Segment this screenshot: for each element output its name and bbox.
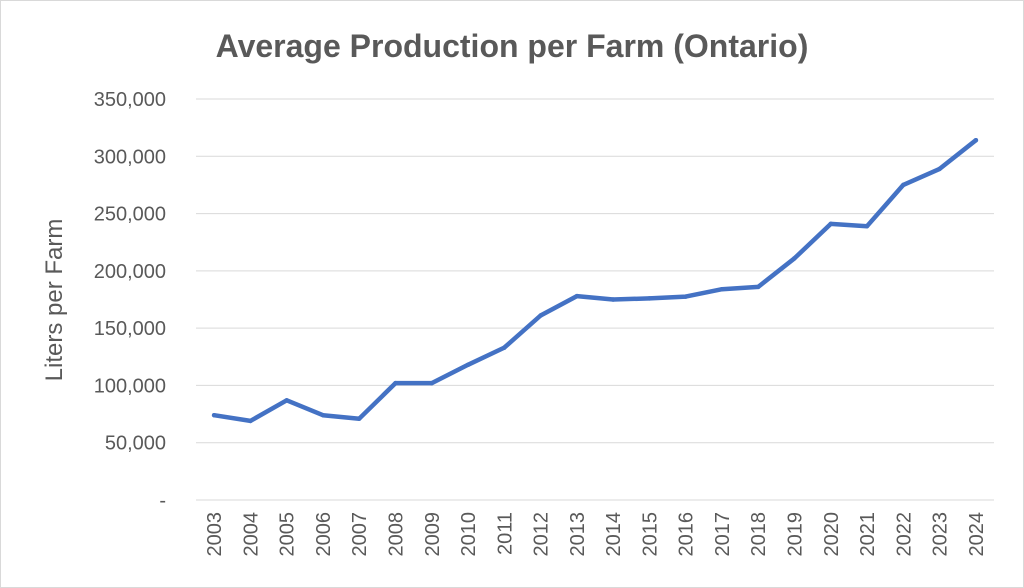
data-point: [755, 284, 761, 290]
y-tick-labels: - 50,000 100,000 150,000 200,000 250,000 300,0…: [94, 89, 166, 512]
x-tick-label: 2021: [857, 512, 879, 557]
y-tick-label: 100,000: [94, 375, 166, 397]
x-tick-label: 2012: [531, 512, 553, 557]
data-point: [429, 380, 435, 386]
y-tick-label: 350,000: [94, 89, 166, 111]
data-point: [356, 416, 362, 421]
x-tick-label: 2011: [494, 512, 516, 555]
data-point: [393, 380, 398, 386]
x-tick-label: 2010: [458, 512, 480, 557]
y-tick-label: 50,000: [105, 433, 166, 455]
y-tick-label: 300,000: [94, 146, 166, 168]
data-point: [284, 398, 289, 403]
data-point: [792, 256, 797, 261]
x-tick-label: 2003: [204, 512, 226, 557]
x-tick-label: 2018: [748, 512, 770, 557]
data-point: [937, 166, 942, 172]
x-tick-label: 2005: [277, 512, 299, 557]
x-tick-label: 2023: [930, 512, 952, 557]
x-tick-label: 2008: [386, 512, 408, 557]
data-point: [647, 296, 652, 301]
gridlines: [196, 98, 994, 501]
y-tick-label: 250,000: [94, 204, 166, 226]
x-tick-label: 2006: [313, 512, 335, 557]
x-tick-label: 2016: [676, 512, 698, 557]
data-point: [248, 418, 253, 424]
y-tick-label: 200,000: [94, 261, 166, 283]
data-point: [211, 412, 217, 418]
data-point: [465, 362, 471, 368]
x-tick-label: 2022: [893, 512, 915, 557]
x-tick-label: 2020: [821, 512, 843, 557]
data-point: [719, 286, 725, 292]
x-tick-label: 2017: [712, 512, 734, 557]
data-point: [574, 293, 580, 299]
x-tick-label: 2014: [603, 512, 625, 557]
data-point: [828, 221, 834, 227]
data-point: [864, 223, 870, 229]
chart-title: Average Production per Farm (Ontario): [216, 28, 809, 64]
x-tick-label: 2015: [639, 512, 661, 557]
data-point: [683, 294, 688, 299]
series-layer: [211, 137, 979, 424]
data-point: [320, 412, 326, 418]
data-point: [610, 297, 616, 302]
x-tick-label: 2024: [966, 512, 988, 557]
y-tick-label: 150,000: [94, 318, 166, 340]
x-tick-labels: 2003 2004 2005 2006 2007 2008 2009 2010 2011 2012…: [204, 512, 988, 557]
y-axis-label: Liters per Farm: [41, 219, 68, 382]
x-tick-label: 2009: [422, 512, 444, 557]
data-point: [502, 345, 507, 350]
x-tick-label: 2004: [240, 512, 262, 557]
x-tick-label: 2019: [785, 512, 807, 557]
data-point: [973, 137, 979, 143]
data-point: [901, 182, 906, 188]
x-tick-label: 2007: [349, 512, 371, 557]
series-line: [211, 137, 979, 424]
data-point: [538, 313, 543, 318]
x-tick-label: 2013: [567, 512, 589, 557]
y-tick-label: -: [159, 490, 166, 512]
